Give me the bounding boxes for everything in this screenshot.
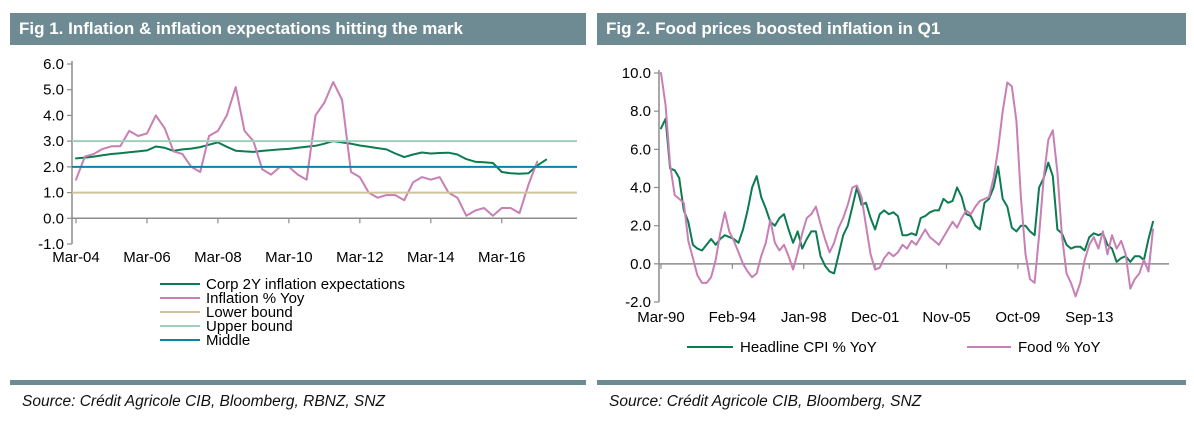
y-tick-label: 5.0 <box>43 82 64 99</box>
fig2-source: Source: Crédit Agricole CIB, Bloomberg, … <box>609 393 922 410</box>
series-line-headline-cpi-yoy <box>660 117 1154 275</box>
legend-label-upper-bound: Upper bound <box>206 318 293 335</box>
y-tick-label: 1.0 <box>43 185 64 202</box>
y-tick-label: 8.0 <box>630 103 651 120</box>
x-tick-label: Oct-09 <box>995 309 1040 326</box>
series-line-food-yoy <box>660 72 1154 298</box>
fig1-title: Fig 1. Inflation & inflation expectation… <box>10 13 586 45</box>
y-tick-label: 6.0 <box>630 141 651 158</box>
fig1-source: Source: Crédit Agricole CIB, Bloomberg, … <box>22 393 385 410</box>
fig2-divider <box>597 380 1186 385</box>
x-tick-label: Jan-98 <box>781 309 827 326</box>
legend-label-headline-cpi-yoy: Headline CPI % YoY <box>740 339 877 356</box>
legend-label-middle: Middle <box>206 332 250 349</box>
x-tick-label: Sep-13 <box>1065 309 1113 326</box>
x-tick-label: Mar-16 <box>478 249 526 266</box>
y-tick-label: 4.0 <box>630 180 651 197</box>
legend-label-inflation-yoy: Inflation % Yoy <box>206 290 305 307</box>
fig1-divider <box>10 380 586 385</box>
x-tick-label: Dec-01 <box>851 309 899 326</box>
legend-label-corp-2y-inflation-expectations: Corp 2Y inflation expectations <box>206 276 405 293</box>
x-tick-label: Mar-14 <box>407 249 455 266</box>
x-tick-label: Mar-10 <box>265 249 313 266</box>
y-tick-label: -2.0 <box>625 294 651 311</box>
x-tick-label: Mar-04 <box>52 249 100 266</box>
legend-label-food-yoy: Food % YoY <box>1018 339 1101 356</box>
y-tick-label: 0.0 <box>43 210 64 227</box>
y-tick-label: 0.0 <box>630 256 651 273</box>
y-tick-label: 10.0 <box>622 65 651 82</box>
fig1-chart: -1.0 0.0 1.0 2.0 3.0 4.0 5.0 6.0 Mar-04 Mar-06 Mar… <box>38 56 577 349</box>
legend-label-lower-bound: Lower bound <box>206 304 293 321</box>
y-tick-label: 2.0 <box>43 159 64 176</box>
x-tick-label: Feb-94 <box>709 309 757 326</box>
series-line-inflation-yoy <box>75 81 539 217</box>
fig2-panel: Fig 2. Food prices boosted inflation in … <box>597 13 1186 429</box>
y-tick-label: 3.0 <box>43 133 64 150</box>
x-tick-label: Mar-08 <box>194 249 242 266</box>
x-tick-label: Nov-05 <box>922 309 970 326</box>
y-tick-label: 6.0 <box>43 56 64 73</box>
x-tick-label: Mar-06 <box>123 249 171 266</box>
fig2-title: Fig 2. Food prices boosted inflation in … <box>597 13 1186 45</box>
fig1-panel: Fig 1. Inflation & inflation expectation… <box>10 13 586 429</box>
y-tick-label: 2.0 <box>630 218 651 235</box>
x-tick-label: Mar-90 <box>637 309 685 326</box>
y-tick-label: 4.0 <box>43 107 64 124</box>
y-tick-label: -1.0 <box>38 236 64 253</box>
fig2-chart: -2.0 0.0 2.0 4.0 6.0 8.0 10.0 Mar-90 Feb-94 Jan-9… <box>622 65 1169 356</box>
x-tick-label: Mar-12 <box>336 249 384 266</box>
